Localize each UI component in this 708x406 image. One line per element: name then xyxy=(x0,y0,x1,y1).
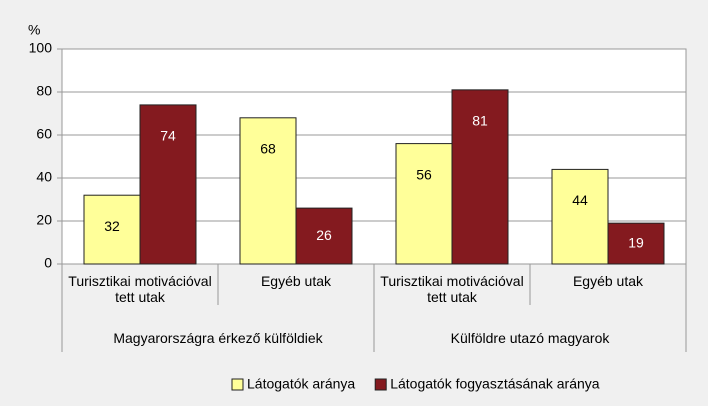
x-tick-label: Turisztikai motivációval tett utak xyxy=(380,273,524,305)
group-label: Külföldre utazó magyarok xyxy=(450,330,610,346)
legend-label: Látogatók fogyasztásának aránya xyxy=(390,376,600,392)
bar xyxy=(551,168,609,265)
group-label: Magyarországra érkező külföldiek xyxy=(113,330,323,346)
data-label: 56 xyxy=(416,166,432,182)
legend-swatch xyxy=(231,378,244,391)
data-label: 44 xyxy=(572,192,588,208)
y-tick-label: 60 xyxy=(36,126,52,142)
x-tick-label: Egyéb utak xyxy=(260,273,332,289)
bar xyxy=(451,89,509,265)
data-label: 68 xyxy=(260,141,276,157)
x-tick-label: Turisztikai motivációval tett utak xyxy=(68,273,212,305)
data-label: 19 xyxy=(628,234,644,250)
y-axis-label: % xyxy=(28,22,40,38)
data-label: 74 xyxy=(160,128,176,144)
y-tick-label: 20 xyxy=(36,212,52,228)
legend-swatch xyxy=(374,378,387,391)
y-tick-label: 100 xyxy=(29,40,53,56)
legend-label: Látogatók aránya xyxy=(247,376,355,392)
bar xyxy=(239,117,297,265)
bar xyxy=(395,143,453,265)
x-tick-label: Egyéb utak xyxy=(572,273,644,289)
y-tick-label: 80 xyxy=(36,83,52,99)
bar xyxy=(83,194,141,265)
bar xyxy=(139,104,197,265)
data-label: 32 xyxy=(104,218,120,234)
data-label: 81 xyxy=(472,113,488,129)
bar xyxy=(607,222,665,265)
data-label: 26 xyxy=(316,227,332,243)
y-tick-label: 40 xyxy=(36,169,52,185)
bar xyxy=(295,207,353,265)
y-tick-label: 0 xyxy=(44,255,52,271)
